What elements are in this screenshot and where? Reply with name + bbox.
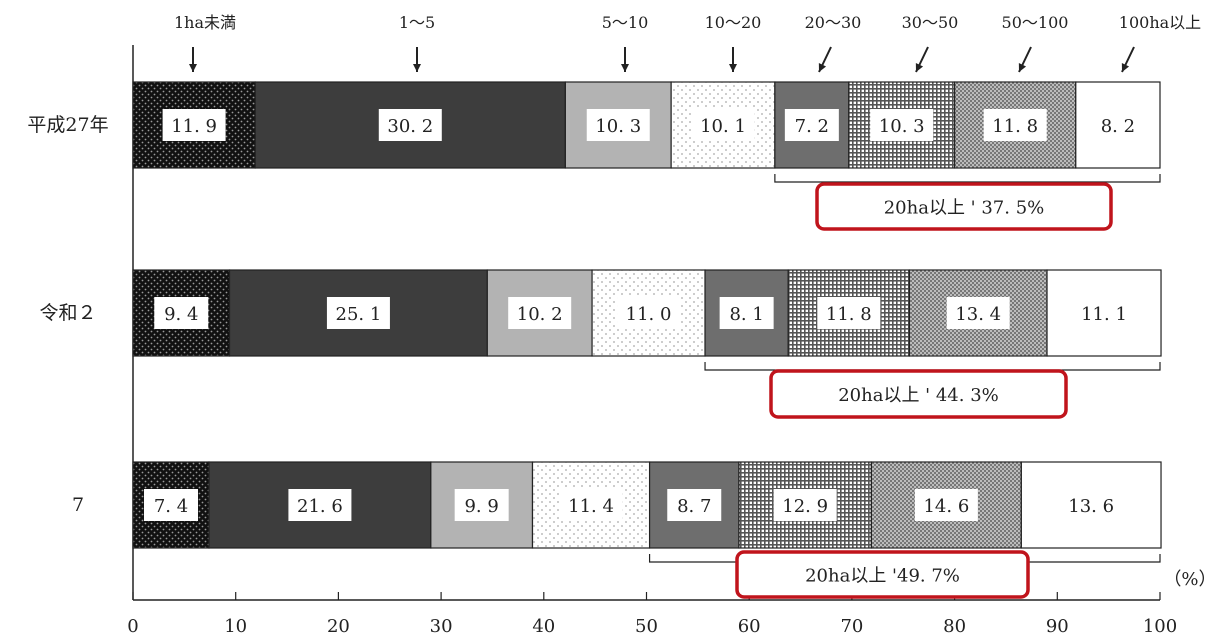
legend-label: 100ha以上 [1119,13,1201,32]
legend-label: 1ha未満 [174,13,236,32]
legend-label: 1～5 [399,13,435,32]
bracket-line [774,174,1161,183]
legend-label: 5～10 [602,13,649,32]
value-label: 12. 9 [782,496,828,517]
value-label: 7. 2 [795,116,829,137]
value-label-box [691,109,755,141]
legend-arrow-head [1018,63,1027,72]
value-label: 11. 8 [826,304,872,325]
x-tick-label: 70 [840,616,863,637]
value-label-box [817,297,881,329]
legend-layer: 1ha未満 1～5 5～10 10～20 20～30 30～50 50～100 100ha以上 [174,13,1201,73]
value-label-box [784,109,839,141]
bar-segment [704,269,789,357]
value-label-box [326,297,390,329]
value-label: 7. 4 [154,496,188,517]
value-label: 11. 0 [626,304,672,325]
value-label: 10. 3 [595,116,641,137]
value-label: 21. 6 [297,496,343,517]
value-label: 30. 2 [387,116,433,137]
brackets-layer: 20ha以上 ' 37. 5% 20ha以上 ' 44. 3% 20ha以上 '49… [648,174,1161,599]
value-label-box [1090,109,1145,141]
value-label-box [454,489,509,521]
value-label: 10. 2 [517,304,563,325]
value-label-box [154,297,209,329]
value-label: 8. 1 [729,304,763,325]
value-label-box [946,297,1010,329]
value-label-box [559,489,623,521]
value-label-box [773,489,837,521]
legend-label: 50～100 [1002,13,1069,32]
highlight-box [735,550,1030,599]
x-tick-label: 30 [430,616,453,637]
bracket-total-label: 20ha以上 ' 44. 3% [838,385,999,406]
legend-arrow-head [818,63,827,72]
value-label-box [586,109,650,141]
category-label: 平成27年 [27,114,108,136]
bar-segment [787,269,911,357]
value-label-box [667,489,722,521]
legend-arrow-head [413,64,421,72]
highlight-box [769,369,1068,419]
legend-label: 10～20 [705,13,762,32]
value-label: 10. 3 [879,116,925,137]
x-tick-label: 50 [635,616,658,637]
value-label: 10. 1 [700,116,746,137]
value-label: 9. 9 [464,496,498,517]
legend-arrow-head [915,63,924,72]
value-label-box [378,109,442,141]
value-label-box [617,297,681,329]
legend-label: 30～50 [902,13,959,32]
x-tick-label: 60 [738,616,761,637]
value-label-box [162,109,226,141]
value-label: 8. 2 [1101,116,1135,137]
value-label: 14. 6 [923,496,969,517]
value-label: 11. 9 [171,116,217,137]
value-label-box [288,489,352,521]
bracket-total-label: 20ha以上 ' 37. 5% [884,198,1045,219]
value-label-box [719,297,774,329]
x-tick-label: 20 [327,616,350,637]
legend-label: 20～30 [805,13,862,32]
highlight-box [815,182,1113,231]
x-tick-label: 100 [1143,616,1177,637]
x-unit-label: （%） [1163,569,1216,590]
x-tick-label: 0 [127,616,138,637]
x-tick-label: 80 [943,616,966,637]
value-label-box [143,489,198,521]
x-tick-label: 40 [532,616,555,637]
value-label: 11. 1 [1081,304,1127,325]
bracket-total-label: 20ha以上 '49. 7% [805,566,960,587]
value-label-box [983,109,1047,141]
value-label: 11. 4 [568,496,614,517]
category-label: 令和２ [39,302,96,324]
value-label: 8. 7 [677,496,711,517]
legend-arrow-head [729,64,737,72]
value-label: 13. 4 [955,304,1001,325]
value-label-box [914,489,978,521]
legend-arrow-head [621,64,629,72]
value-label-box [870,109,934,141]
x-tick-label: 10 [224,616,247,637]
value-label: 13. 6 [1068,496,1114,517]
legend-arrow-head [189,64,197,72]
bracket-line [704,362,1161,371]
value-label: 9. 4 [164,304,198,325]
x-tick-label: 90 [1046,616,1069,637]
bar-segment [208,461,432,549]
legend-arrow-head [1121,63,1130,72]
category-label: 7 [72,494,84,516]
value-label: 25. 1 [336,304,382,325]
value-label-box [1059,489,1123,521]
bars-layer: 11. 9 30. 2 10. 3 10. 1 7. 2 10. 3 11. 8 8. 2 9.… [132,81,1162,549]
value-label: 11. 8 [992,116,1038,137]
value-label-box [508,297,572,329]
value-label-box [1072,297,1136,329]
